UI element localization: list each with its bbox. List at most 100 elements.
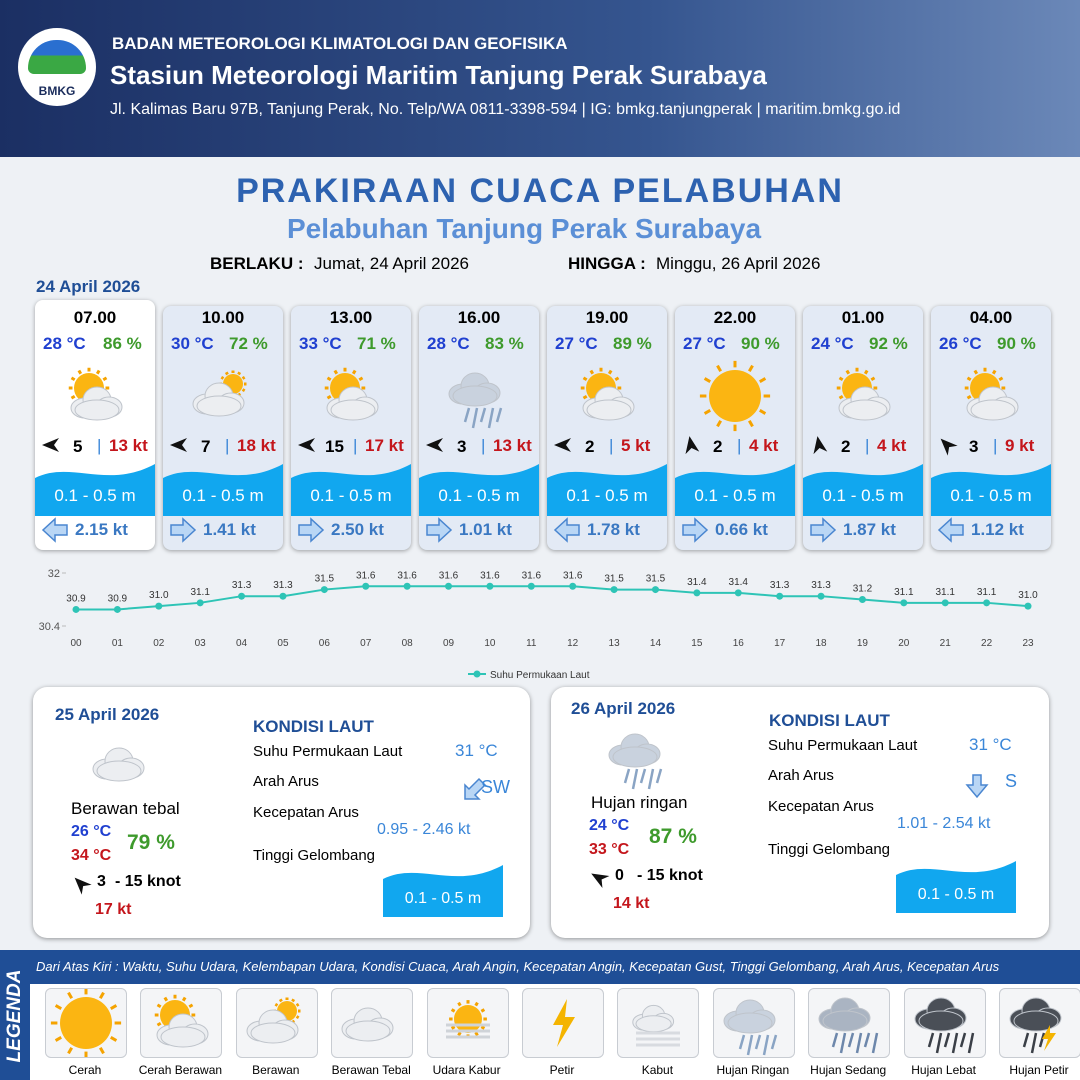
sst-point: [362, 582, 370, 590]
rain: [855, 1032, 863, 1054]
current-speed: 1.01 - 2.54 kt: [897, 815, 991, 832]
humidity: 89 %: [613, 334, 652, 353]
wave-band: [547, 464, 667, 516]
icon: [547, 367, 667, 543]
sun-ray: [450, 1025, 456, 1030]
humidity: 83 %: [485, 334, 524, 353]
wind-speed: 2: [841, 437, 851, 456]
legend-label: Hujan Sedang: [810, 1063, 887, 1077]
sst-point: [113, 605, 121, 613]
address: Jl. Kalimas Baru 97B, Tanjung Perak, No.…: [110, 101, 901, 118]
sea-label: Tinggi Gelombang: [768, 841, 891, 858]
cloud: [196, 395, 242, 417]
cloud: [452, 385, 498, 407]
sea-label: Arah Arus: [253, 773, 319, 790]
sun-ray: [326, 376, 332, 382]
icon: [155, 994, 209, 1048]
current-arrow: [553, 517, 580, 543]
sun: [709, 370, 761, 422]
cloud: [250, 1022, 296, 1044]
rain: [847, 1032, 855, 1048]
cloud: [635, 1015, 673, 1033]
value-label: 31.1: [935, 587, 955, 598]
icon: [914, 997, 974, 1054]
sun-ray: [157, 1003, 162, 1009]
icon: [675, 360, 795, 543]
wind-speed: 2: [713, 437, 723, 456]
humidity: 72 %: [229, 334, 268, 353]
to-date: Minggu, 26 April 2026: [656, 254, 821, 273]
sst-point: [238, 592, 246, 600]
current-arrow: [682, 517, 709, 543]
x-tick-label: 02: [153, 638, 165, 649]
time: 16.00: [457, 308, 501, 327]
value-label: 31.6: [356, 570, 376, 581]
wave-height: 0.1 - 0.5 m: [182, 486, 264, 505]
rain: [655, 768, 663, 784]
x-tick-label: 09: [443, 638, 455, 649]
sun-ray: [278, 998, 283, 1003]
wave-height: 0.1 - 0.5 m: [950, 486, 1032, 505]
wave-band: [291, 464, 411, 516]
value-label: 31.6: [480, 570, 500, 581]
wave-height: 0.1 - 0.5 m: [917, 886, 995, 903]
sst-point: [817, 592, 825, 600]
sun-ray: [845, 369, 851, 375]
legend-marker: [473, 670, 481, 678]
value-label: 31.3: [273, 580, 293, 591]
rain: [935, 1032, 942, 1054]
value-label: 31.6: [397, 570, 417, 581]
wave-band: [419, 464, 539, 516]
rain: [639, 768, 647, 784]
wind-arrow: [42, 438, 59, 452]
sun-ray: [991, 369, 997, 375]
cloud: [727, 1012, 773, 1034]
divider: |: [737, 436, 742, 455]
rain: [967, 1032, 974, 1054]
value-label: 30.9: [66, 593, 86, 604]
current-arrow: [464, 777, 487, 800]
sun-ray: [77, 369, 83, 375]
cloud: [345, 1020, 391, 1042]
rain: [738, 1034, 745, 1050]
legend-label: Berawan: [252, 1063, 300, 1077]
rain: [863, 1032, 871, 1048]
current-speed: 0.66 kt: [715, 520, 768, 539]
icon: [445, 1000, 490, 1039]
current-arrow: [298, 517, 325, 543]
x-tick-label: 04: [236, 638, 248, 649]
icon: [591, 733, 989, 889]
sun-ray: [290, 998, 295, 1003]
sun-ray: [295, 1002, 300, 1007]
wind-arrow: [74, 877, 92, 895]
cloud: [330, 399, 376, 421]
cloud: [586, 399, 632, 421]
x-tick-label: 14: [650, 638, 662, 649]
x-tick-label: 11: [526, 638, 537, 649]
legend-label: Udara Kabur: [432, 1063, 501, 1077]
sea-label: Arah Arus: [768, 767, 834, 784]
rain: [1022, 1032, 1030, 1048]
legend-note-bar: [30, 950, 1080, 984]
x-tick-label: 06: [319, 638, 331, 649]
wave-band: [35, 464, 155, 516]
sun-ray: [473, 1001, 479, 1007]
time: 10.00: [201, 308, 245, 327]
sun-ray: [67, 991, 73, 999]
x-tick-label: 16: [733, 638, 745, 649]
sun-ray: [748, 420, 754, 428]
legend-box: [235, 988, 318, 1058]
sun-ray: [188, 1003, 194, 1009]
current-speed: 1.12 kt: [971, 520, 1024, 539]
value-label: 31.0: [149, 590, 169, 601]
sun-ray: [582, 394, 588, 400]
humidity: 92 %: [869, 334, 908, 353]
icon: [246, 997, 301, 1044]
sun-ray: [99, 1047, 105, 1055]
legend-label: Hujan Petir: [1009, 1063, 1069, 1077]
icon: [803, 367, 923, 543]
rain: [623, 768, 631, 784]
icon: [50, 989, 122, 1057]
sun-ray: [450, 1008, 456, 1013]
